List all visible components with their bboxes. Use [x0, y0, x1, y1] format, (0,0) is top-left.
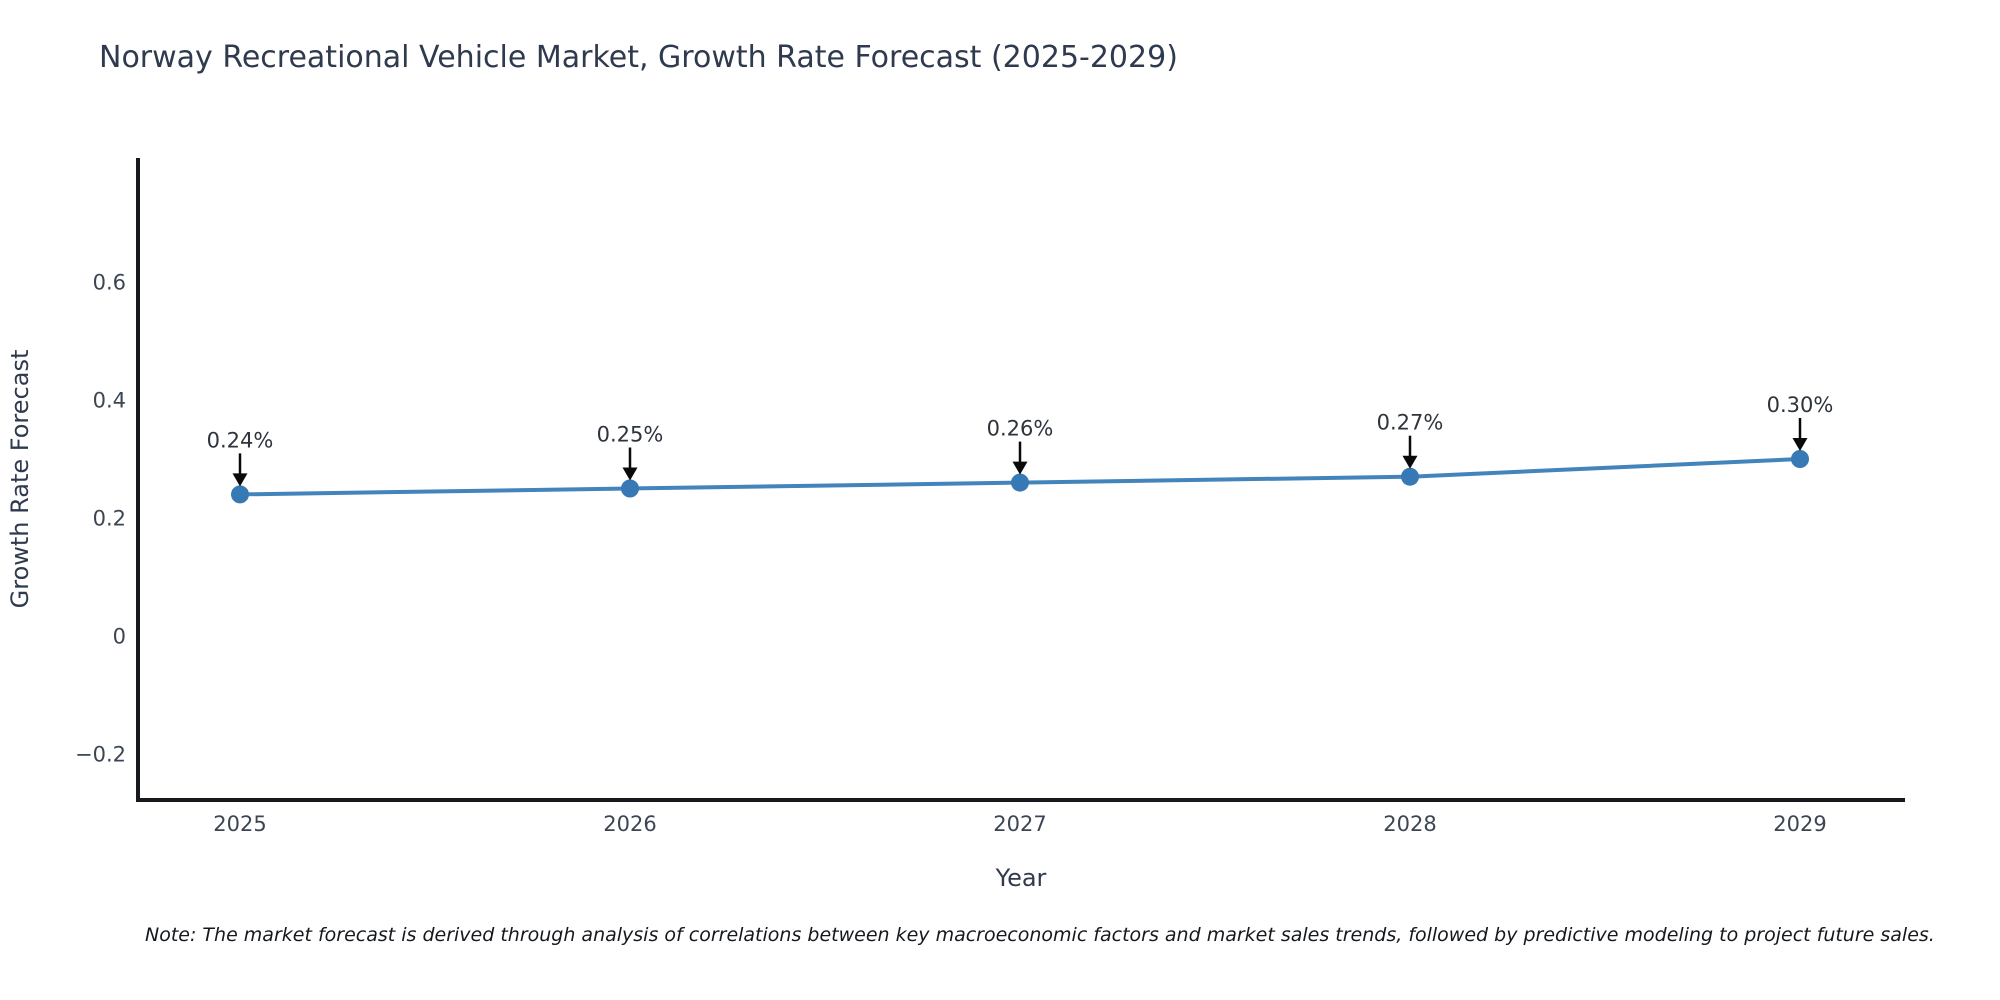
x-tick-label: 2025 — [213, 812, 266, 836]
data-point-marker — [1791, 450, 1809, 468]
point-value-label: 0.27% — [1377, 411, 1444, 435]
x-axis-label: Year — [995, 864, 1047, 892]
axes-spines — [136, 158, 1905, 802]
y-axis-ticks: 0.6 0.4 0.2 0 −0.2 — [75, 271, 126, 767]
chart-title: Norway Recreational Vehicle Market, Grow… — [99, 40, 1178, 75]
annotation-arrowhead-icon — [1402, 455, 1418, 469]
data-point-marker — [1401, 467, 1419, 486]
line-series — [231, 450, 1809, 504]
point-annotations: 0.24% 0.25% 0.26% 0.27% 0.30% — [207, 393, 1834, 487]
x-tick-label: 2027 — [993, 812, 1046, 836]
x-tick-label: 2029 — [1773, 812, 1826, 836]
point-value-label: 0.24% — [207, 428, 274, 452]
annotation-arrowhead-icon — [1792, 438, 1808, 451]
x-tick-label: 2028 — [1383, 812, 1436, 836]
x-tick-label: 2026 — [603, 812, 656, 836]
y-tick-label: 0 — [113, 625, 126, 649]
y-tick-label: 0.4 — [93, 389, 126, 413]
annotation-arrowhead-icon — [232, 473, 248, 487]
y-tick-label: 0.6 — [93, 271, 126, 295]
data-point-marker — [621, 479, 639, 498]
x-axis-ticks: 2025 2026 2027 2028 2029 — [213, 812, 1826, 836]
y-axis-label: Growth Rate Forecast — [6, 350, 34, 609]
annotation-arrowhead-icon — [622, 467, 638, 481]
annotation-arrowhead-icon — [1012, 461, 1028, 475]
y-tick-label: −0.2 — [75, 743, 126, 767]
point-value-label: 0.30% — [1767, 393, 1834, 417]
y-tick-label: 0.2 — [93, 507, 126, 531]
point-value-label: 0.26% — [987, 417, 1054, 441]
data-point-marker — [1011, 473, 1029, 492]
footnote: Note: The market forecast is derived thr… — [145, 924, 1935, 946]
data-point-marker — [231, 485, 249, 504]
point-value-label: 0.25% — [597, 423, 664, 447]
